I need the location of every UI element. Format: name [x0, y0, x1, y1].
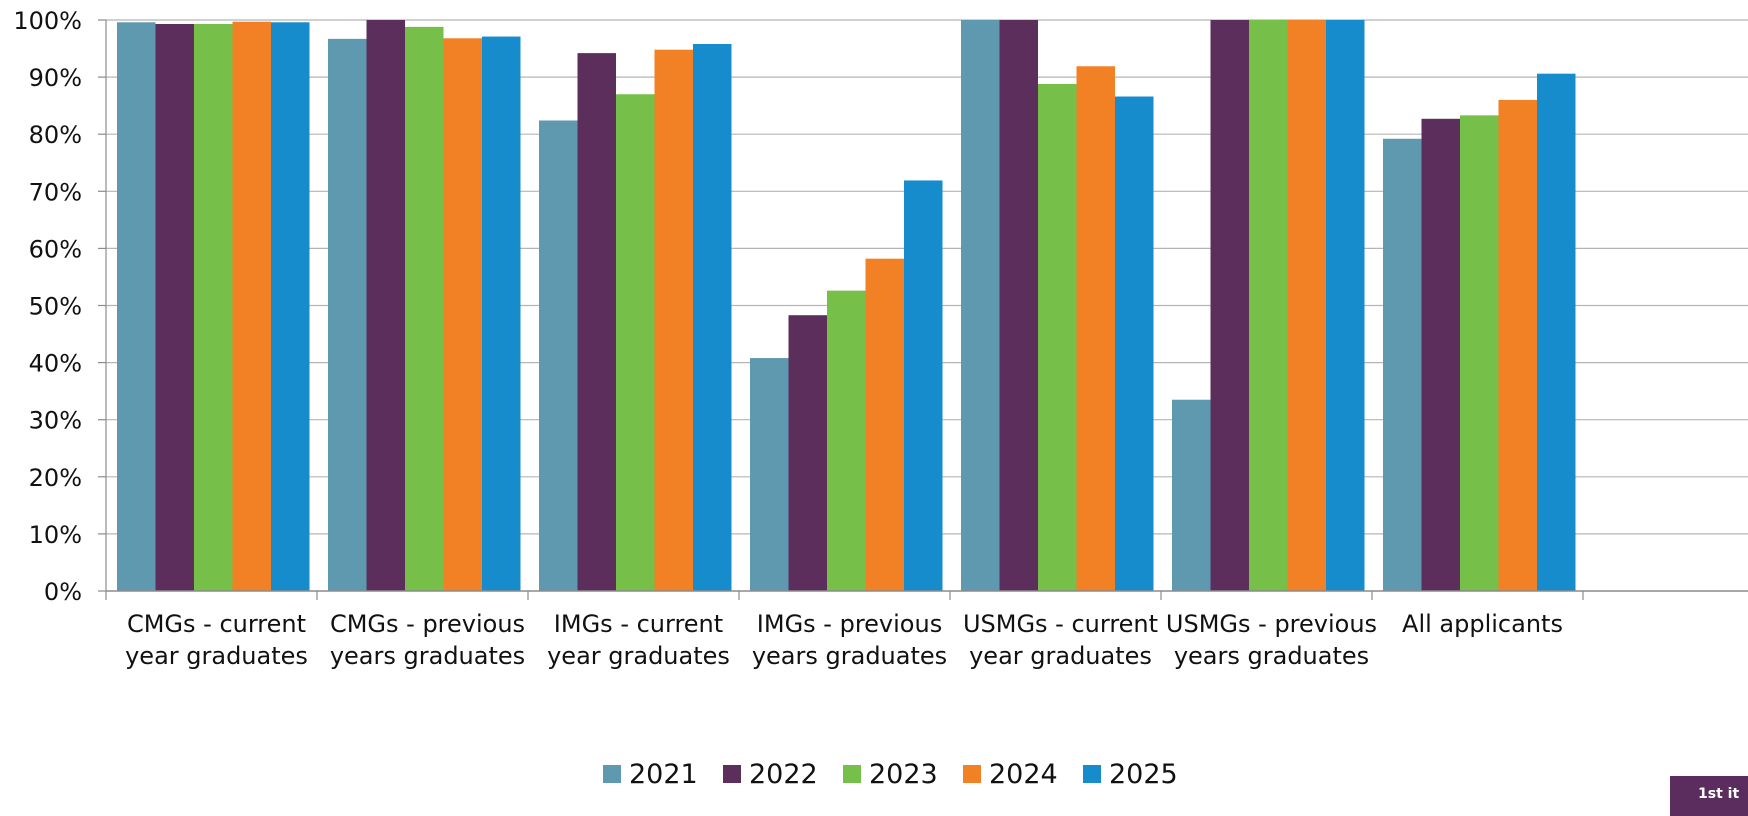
bar — [1287, 20, 1326, 591]
x-tick-label: USMGs - previous — [1166, 610, 1377, 638]
bar — [1172, 399, 1211, 591]
bar — [443, 38, 482, 592]
bar — [999, 20, 1038, 591]
bar — [1537, 73, 1576, 591]
x-tick-label: years graduates — [752, 642, 947, 670]
bar — [117, 22, 156, 592]
bar — [271, 22, 310, 592]
y-tick-label: 40% — [29, 350, 82, 378]
x-tick-label: year graduates — [969, 642, 1152, 670]
x-tick-label: year graduates — [547, 642, 730, 670]
bar — [1249, 20, 1288, 591]
bar — [1038, 83, 1077, 592]
bar — [1383, 138, 1422, 591]
bar — [155, 23, 194, 591]
bar — [194, 23, 233, 591]
bar — [1210, 20, 1249, 591]
legend-label: 2023 — [869, 759, 938, 790]
x-tick-label: year graduates — [125, 642, 308, 670]
y-tick-label: 10% — [29, 521, 82, 549]
bar — [1498, 99, 1537, 591]
bar — [1076, 66, 1115, 592]
bar — [865, 258, 904, 591]
y-axis: 0% 10% 20% 30% 40% 50% 60% 70% 80% 90% 100% — [13, 7, 107, 606]
x-axis: CMGs - current year graduates CMGs - previ… — [105, 590, 1748, 670]
y-tick-label: 80% — [29, 121, 82, 149]
legend-label: 2021 — [629, 759, 698, 790]
bar — [1460, 115, 1499, 592]
badge-text: 1st it — [1698, 786, 1740, 802]
page-badge: 1st it — [1670, 776, 1748, 816]
bar — [1115, 96, 1154, 591]
bars — [117, 20, 1576, 592]
legend-swatch — [603, 765, 621, 783]
x-tick-label: CMGs - previous — [330, 610, 525, 638]
legend: 2021 2022 2023 2024 2025 — [603, 759, 1178, 790]
bar — [750, 358, 789, 591]
bar — [577, 53, 616, 592]
bar — [328, 38, 367, 591]
y-tick-label: 30% — [29, 407, 82, 435]
bar — [788, 315, 827, 591]
bar — [904, 180, 943, 592]
y-tick-label: 0% — [44, 578, 82, 606]
legend-swatch — [843, 765, 861, 783]
x-tick-label: All applicants — [1402, 610, 1563, 638]
y-tick-label: 20% — [29, 464, 82, 492]
y-tick-label: 100% — [13, 7, 82, 35]
bar — [482, 36, 521, 591]
y-tick-label: 60% — [29, 235, 82, 263]
legend-label: 2025 — [1109, 759, 1178, 790]
legend-swatch — [963, 765, 981, 783]
x-tick-label: years graduates — [330, 642, 525, 670]
bar — [693, 43, 732, 592]
x-tick-label: years graduates — [1174, 642, 1369, 670]
bar — [961, 20, 1000, 591]
legend-label: 2022 — [749, 759, 818, 790]
bar — [539, 120, 578, 591]
x-tick-label: IMGs - previous — [757, 610, 942, 638]
bar — [405, 26, 444, 592]
bar — [616, 94, 655, 591]
y-tick-label: 70% — [29, 178, 82, 206]
bar — [827, 290, 866, 591]
x-tick-label: CMGs - current — [127, 610, 306, 638]
bar — [1326, 20, 1365, 591]
bar — [1421, 118, 1460, 592]
legend-swatch — [723, 765, 741, 783]
y-tick-label: 50% — [29, 293, 82, 321]
legend-swatch — [1083, 765, 1101, 783]
bar — [654, 49, 693, 591]
x-tick-label: IMGs - current — [554, 610, 723, 638]
bar — [232, 21, 271, 591]
y-tick-label: 90% — [29, 64, 82, 92]
x-tick-label: USMGs - current — [963, 610, 1158, 638]
bar — [366, 20, 405, 591]
legend-label: 2024 — [989, 759, 1058, 790]
